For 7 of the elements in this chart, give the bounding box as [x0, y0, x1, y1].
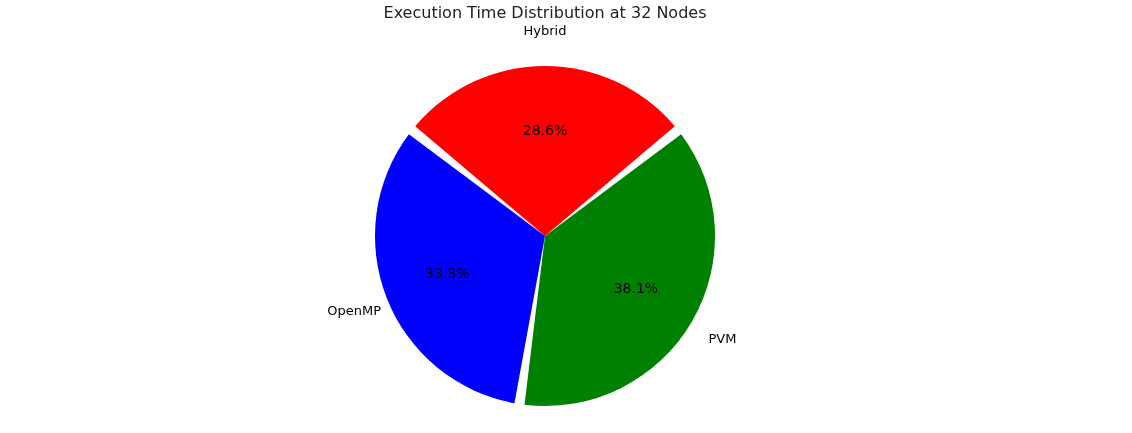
slice-label: Hybrid — [523, 23, 567, 38]
chart-title: Execution Time Distribution at 32 Nodes — [383, 3, 707, 22]
data-label: 28.6% — [522, 122, 568, 138]
data-label: 38.1% — [613, 279, 659, 296]
data-label: 33.3% — [425, 265, 470, 282]
slice-label: OpenMP — [327, 302, 382, 318]
slice-label: PVM — [708, 330, 737, 346]
